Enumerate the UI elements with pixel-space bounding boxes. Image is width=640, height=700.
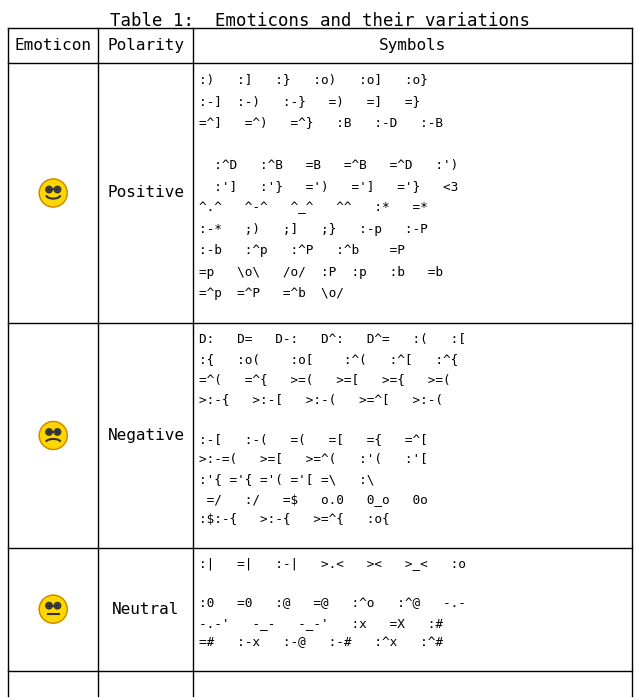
Text: Polarity: Polarity xyxy=(108,38,184,53)
Text: :-*   ;)   ;]   ;}   :-p   :-P: :-* ;) ;] ;} :-p :-P xyxy=(199,223,428,236)
Text: Symbols: Symbols xyxy=(379,38,446,53)
Text: :|   =|   :-|   >.<   ><   >_<   :o: :| =| :-| >.< >< >_< :o xyxy=(199,557,466,570)
Text: Neutral: Neutral xyxy=(112,602,180,617)
Circle shape xyxy=(56,430,59,434)
Text: :'{ ='{ ='( ='[ =\   :\: :'{ ='{ ='( ='[ =\ :\ xyxy=(199,473,374,486)
Text: -.-'   -_-   -_-'   :x   =X   :#: -.-' -_- -_-' :x =X :# xyxy=(199,617,444,629)
Circle shape xyxy=(56,188,59,191)
Text: :)   :]   :}   :o)   :o]   :o}: :) :] :} :o) :o] :o} xyxy=(199,74,428,86)
Text: D:   D=   D-:   D^:   D^=   :(   :[: D: D= D-: D^: D^= :( :[ xyxy=(199,332,466,346)
Text: :$:-{   >:-{   >=^{   :o{: :$:-{ >:-{ >=^{ :o{ xyxy=(199,513,390,526)
Text: ^.^   ^-^   ^_^   ^^   :*   =*: ^.^ ^-^ ^_^ ^^ :* =* xyxy=(199,202,428,214)
Text: >:-=(   >=[   >=^(   :'(   :'[: >:-=( >=[ >=^( :'( :'[ xyxy=(199,453,428,466)
Text: =^]   =^)   =^}   :B   :-D   :-B: =^] =^) =^} :B :-D :-B xyxy=(199,116,444,129)
Circle shape xyxy=(39,595,67,623)
Text: :0   =0   :@   =@   :^o   :^@   -.-: :0 =0 :@ =@ :^o :^@ -.- xyxy=(199,596,466,610)
Text: :{   :o(    :o[    :^(   :^[   :^{: :{ :o( :o[ :^( :^[ :^{ xyxy=(199,353,459,366)
Text: Positive: Positive xyxy=(108,186,184,200)
Text: Table 1:  Emoticons and their variations: Table 1: Emoticons and their variations xyxy=(110,12,530,30)
Text: =#   :-x   :-@   :-#   :^x   :^#: =# :-x :-@ :-# :^x :^# xyxy=(199,636,444,650)
Circle shape xyxy=(47,430,51,434)
Circle shape xyxy=(39,179,67,207)
Text: =p   \o\   /o/  :P  :p   :b   =b: =p \o\ /o/ :P :p :b =b xyxy=(199,265,444,279)
Circle shape xyxy=(47,604,51,608)
Circle shape xyxy=(39,421,67,449)
Circle shape xyxy=(47,188,51,191)
Text: :-[   :-(   =(   =[   ={   =^[: :-[ :-( =( =[ ={ =^[ xyxy=(199,433,428,446)
Text: :']   :'}   =')   =']   ='}   <3: :'] :'} =') ='] ='} <3 xyxy=(199,180,459,193)
Text: =/   :/   =$   o.0   0_o   0o: =/ :/ =$ o.0 0_o 0o xyxy=(199,493,428,506)
Text: >:-{   >:-[   >:-(   >=^[   >:-(: >:-{ >:-[ >:-( >=^[ >:-( xyxy=(199,393,444,406)
Text: =^p  =^P   =^b  \o/: =^p =^P =^b \o/ xyxy=(199,287,344,300)
Text: :-b   :^p   :^P   :^b    =P: :-b :^p :^P :^b =P xyxy=(199,244,405,257)
Circle shape xyxy=(56,604,59,608)
Text: :-]  :-)   :-}   =)   =]   =}: :-] :-) :-} =) =] =} xyxy=(199,94,420,108)
Text: Emoticon: Emoticon xyxy=(15,38,92,53)
Text: Negative: Negative xyxy=(108,428,184,443)
Text: :^D   :^B   =B   =^B   =^D   :'): :^D :^B =B =^B =^D :') xyxy=(199,159,459,172)
Text: =^(   =^{   >=(   >=[   >={   >=(: =^( =^{ >=( >=[ >={ >=( xyxy=(199,373,451,386)
